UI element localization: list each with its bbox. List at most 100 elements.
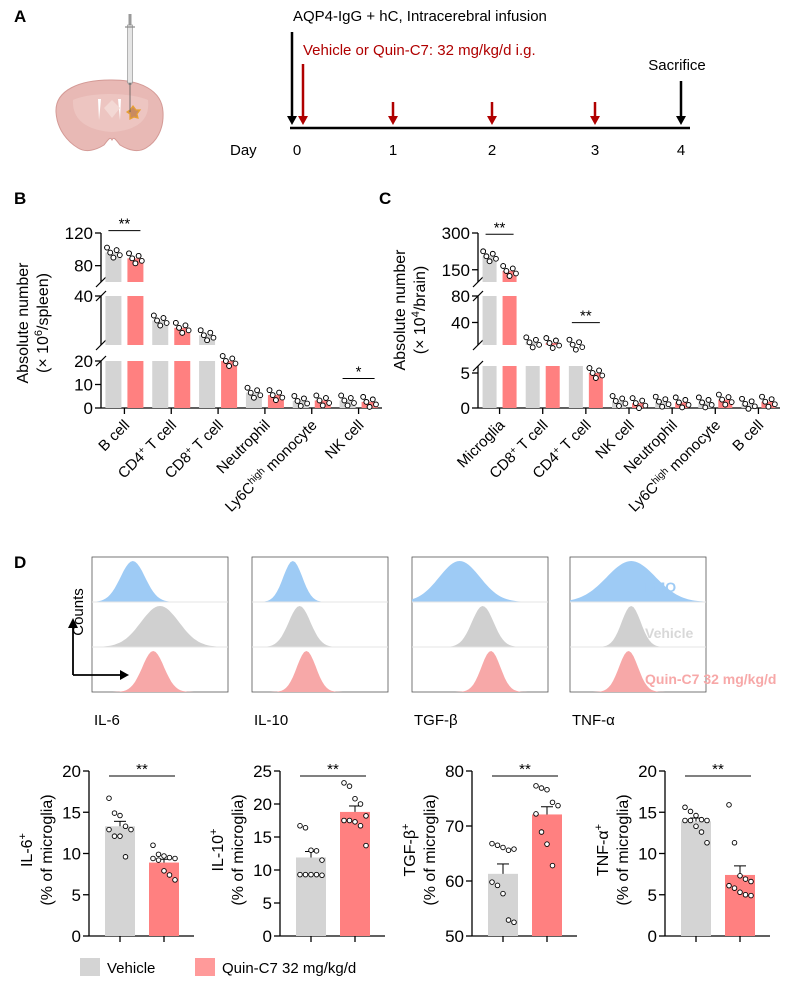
data-point [569,341,576,348]
y-tick-label: 5 [72,886,81,905]
data-point [161,853,167,859]
data-point [308,871,314,878]
data-point [150,855,156,862]
data-point [599,372,606,379]
y-axis-label: Absolute number [392,249,409,371]
data-point [731,840,738,846]
data-point [505,847,512,853]
bar-vehicle [681,821,711,936]
data-point [161,868,167,874]
y-tick-label: 60 [445,872,464,891]
data-point [612,398,619,404]
dose-arrow-icon [388,116,398,125]
bar-quin [149,862,179,936]
y-tick-label: 20 [62,762,81,781]
data-point [316,397,323,404]
y-tick-label: 70 [445,817,464,836]
data-point [742,400,749,407]
dose-arrow-icon [298,116,308,125]
data-point [549,799,556,806]
data-point [511,846,517,852]
data-point [555,802,561,809]
histogram-quin [570,651,706,692]
y-tick-label: 120 [65,224,93,243]
bar-quin [221,361,238,408]
y-tick-label: 5 [461,364,470,383]
axis-break-mark [95,276,107,288]
data-point [751,403,758,410]
y-tick-label: 80 [74,257,93,276]
bar-quin [127,258,144,282]
bar-vehicle [296,857,326,936]
day-tick-label: 4 [677,142,685,159]
data-point [351,400,357,406]
day-tick-label: 0 [293,142,301,159]
data-point [759,393,765,400]
data-point [117,833,123,839]
data-point [323,395,329,401]
data-point [297,871,303,878]
data-point [319,857,325,863]
data-point [742,892,749,898]
x-tick-label: B cell [729,417,767,455]
data-point [302,871,309,878]
data-point [533,811,539,817]
data-point [269,392,276,398]
histogram-fmo [570,561,706,602]
data-point [155,851,162,858]
data-point [538,785,545,791]
data-point [257,392,264,399]
data-point [566,336,573,343]
histogram-fmo [412,561,548,602]
data-point [494,882,501,889]
x-tick-label: NK cell [322,417,368,463]
data-point [726,882,732,889]
data-point [593,375,599,381]
y-tick-label: 20 [74,352,93,371]
data-point [319,402,326,409]
data-point [251,394,257,401]
data-point [308,847,314,853]
y-tick-label: 20 [638,762,657,781]
data-point [726,802,732,808]
data-point [682,804,688,811]
data-point [489,879,495,885]
y-tick-label: 0 [72,927,81,946]
data-point [687,808,694,815]
data-point [636,405,642,411]
bar-quin [588,373,603,408]
bar-vehicle [105,252,122,282]
data-point [771,401,778,408]
data-point [157,322,164,329]
significance-label: ** [119,216,131,233]
data-point [762,398,769,405]
data-point [719,396,725,403]
data-point [163,320,170,326]
legend: Vehicle Quin-C7 32 mg/kg/d [80,958,356,977]
data-point [486,258,493,265]
counts-label: Counts [70,588,87,636]
histogram-row-label-quin: Quin-C7 32 mg/kg/d [645,671,776,687]
data-point [586,365,593,371]
data-point [656,398,662,405]
data-point [722,401,729,408]
data-point [768,396,775,403]
axis-break-mark [472,290,484,302]
data-point [698,816,705,823]
data-point [207,329,214,336]
data-point [135,252,142,259]
data-point [313,871,320,878]
data-point [576,339,582,346]
y-tick-label: 5 [263,894,272,913]
data-point [223,358,229,364]
data-point [254,387,260,394]
arrow-right-icon [120,670,129,680]
y-axis-label: IL-10+ [208,829,227,872]
data-point [219,353,226,359]
sacrifice-label: Sacrifice [648,57,706,74]
data-point [698,829,705,835]
data-point [276,389,282,396]
data-point [708,402,715,408]
data-point [480,248,487,255]
